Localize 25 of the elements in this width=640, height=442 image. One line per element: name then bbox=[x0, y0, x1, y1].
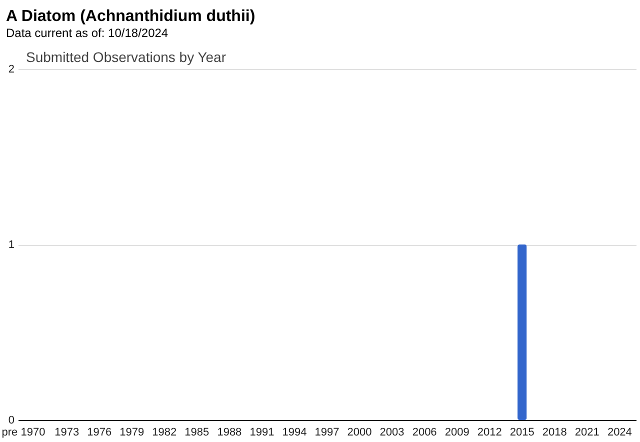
y-tick-label: 2 bbox=[8, 64, 14, 76]
x-tick-label: 2021 bbox=[574, 426, 600, 438]
x-tick-label: 2018 bbox=[542, 426, 567, 438]
x-tick-label: 2015 bbox=[510, 426, 534, 438]
x-tick-label: 1973 bbox=[54, 426, 80, 438]
x-tick-label: 1976 bbox=[87, 426, 112, 438]
x-tick-label: 2000 bbox=[347, 426, 372, 438]
x-tick-label: 1979 bbox=[120, 426, 144, 438]
x-tick-label: 2003 bbox=[380, 426, 404, 438]
x-tick-label: 1997 bbox=[314, 426, 340, 438]
x-tick-label: 2009 bbox=[444, 426, 470, 438]
chart-title: A Diatom (Achnanthidium duthii) bbox=[6, 8, 256, 25]
x-tick-label: 2024 bbox=[607, 426, 632, 438]
x-tick-label: 1988 bbox=[217, 426, 242, 438]
y-tick-label: 1 bbox=[8, 239, 14, 251]
x-tick-label: 2012 bbox=[477, 426, 502, 438]
chart-subtitle: Data current as of: 10/18/2024 bbox=[6, 26, 168, 40]
y-tick-label: 0 bbox=[8, 414, 14, 426]
x-tick-label: 1994 bbox=[282, 426, 307, 438]
x-tick-label: 1982 bbox=[152, 426, 177, 438]
x-tick-label: 1991 bbox=[250, 426, 274, 438]
x-tick-label: pre 1970 bbox=[2, 426, 46, 438]
x-tick-label: 1985 bbox=[184, 426, 210, 438]
x-tick-label: 2006 bbox=[412, 426, 437, 438]
text: Submitted Observations by Year bbox=[26, 49, 226, 65]
